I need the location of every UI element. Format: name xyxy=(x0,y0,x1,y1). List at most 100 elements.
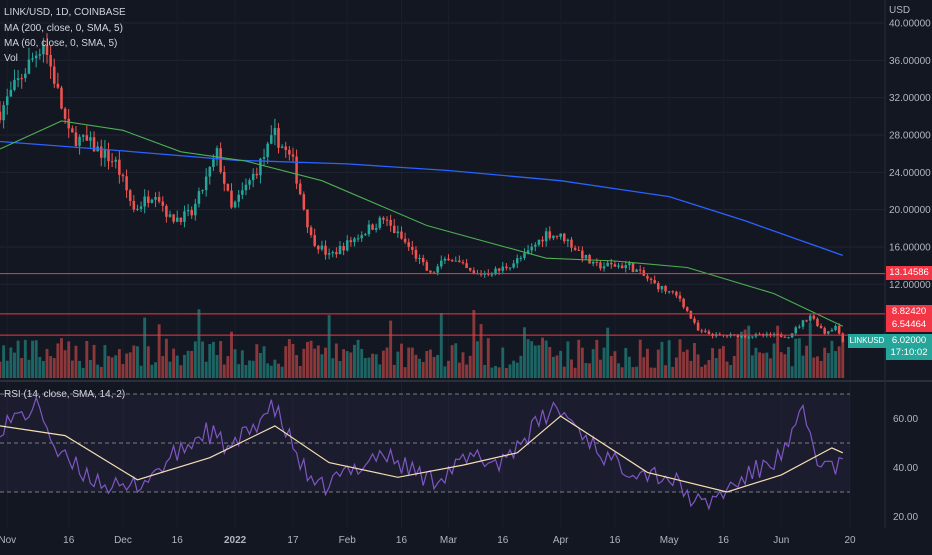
volume-bar xyxy=(52,358,56,378)
time-tick-label: Dec xyxy=(114,535,132,546)
candle-body xyxy=(631,262,635,272)
candle-body xyxy=(479,273,483,275)
time-tick-label: Jun xyxy=(773,535,789,546)
volume-bar xyxy=(490,367,494,378)
volume-bar xyxy=(414,354,418,378)
time-tick-label: 16 xyxy=(63,535,75,546)
candle-body xyxy=(396,231,400,234)
volume-bar xyxy=(736,338,740,378)
volume-bar xyxy=(110,357,114,378)
volume-bar xyxy=(193,341,197,378)
candle-body xyxy=(71,128,74,133)
candle-body xyxy=(338,246,342,255)
volume-bar xyxy=(461,352,465,378)
time-tick-label: 17 xyxy=(287,535,299,546)
volume-bar xyxy=(472,310,476,378)
volume-bar xyxy=(468,355,472,378)
volume-bar xyxy=(501,347,505,378)
volume-bar xyxy=(740,331,743,378)
candle-body xyxy=(671,291,675,293)
volume-bar xyxy=(794,338,798,378)
volume-bar xyxy=(201,341,204,378)
res-low-tag: 6.54464 xyxy=(886,318,932,332)
volume-bar xyxy=(693,342,696,378)
volume-bar xyxy=(573,367,577,378)
volume-bar xyxy=(23,339,27,378)
candle-body xyxy=(161,201,165,206)
volume-bar xyxy=(378,364,382,378)
candle-body xyxy=(255,173,259,176)
volume-bar xyxy=(63,350,67,378)
volume-bar xyxy=(280,366,284,378)
candle-body xyxy=(602,266,606,269)
volume-bar xyxy=(327,315,331,378)
volume-bar xyxy=(168,361,172,378)
volume-bar xyxy=(559,350,563,378)
candle-body xyxy=(682,298,685,308)
volume-bar xyxy=(457,362,461,378)
candle-body xyxy=(331,252,335,254)
time-tick-label: 16 xyxy=(718,535,730,546)
volume-bar xyxy=(324,347,327,378)
volume-bar xyxy=(240,350,244,378)
volume-bar xyxy=(114,355,118,378)
volume-bar xyxy=(439,313,443,378)
time-tick-label: May xyxy=(660,535,679,546)
candle-body xyxy=(136,208,139,210)
volume-bar xyxy=(38,357,42,378)
candle-body xyxy=(787,337,790,339)
price-tick-label: 16.00000 xyxy=(889,242,931,253)
candle-body xyxy=(16,78,20,80)
volume-bar xyxy=(768,358,772,378)
candle-body xyxy=(783,336,787,338)
candle-body xyxy=(74,132,78,146)
volume-bar xyxy=(725,361,729,378)
volume-bar xyxy=(526,339,530,378)
volume-bar xyxy=(313,348,317,378)
candle-body xyxy=(201,190,204,192)
volume-bar xyxy=(801,355,805,378)
volume-bar xyxy=(190,350,194,378)
volume-bar xyxy=(125,353,129,378)
volume-bar xyxy=(533,345,537,378)
volume-bar xyxy=(400,343,403,378)
volume-bar xyxy=(88,360,92,378)
volume-bar xyxy=(287,339,291,378)
volume-bar xyxy=(537,345,541,378)
candle-body xyxy=(841,333,845,342)
candle-body xyxy=(660,286,664,290)
volume-bar xyxy=(660,341,664,378)
volume-bar xyxy=(450,345,454,378)
symbol-legend: LINK/USD, 1D, COINBASE xyxy=(4,7,126,18)
candle-body xyxy=(219,148,222,172)
volume-bar xyxy=(31,340,34,378)
volume-bar xyxy=(714,358,718,378)
volume-bar xyxy=(150,364,154,378)
volume-bar xyxy=(309,340,313,378)
symbol-tag: LINKUSD xyxy=(848,334,886,348)
volume-bar xyxy=(570,359,573,378)
volume-bar xyxy=(646,348,649,378)
volume-bar xyxy=(237,364,241,378)
ma60-legend: MA (60, close, 0, SMA, 5) xyxy=(4,38,118,49)
candle-body xyxy=(194,203,197,216)
candle-body xyxy=(2,105,5,121)
volume-bar xyxy=(819,360,823,378)
candle-body xyxy=(367,224,371,235)
candle-body xyxy=(400,231,403,239)
candle-body xyxy=(823,328,826,334)
volume-bar xyxy=(541,337,544,378)
volume-bar xyxy=(107,356,110,378)
volume-bar xyxy=(85,340,89,378)
volume-bar xyxy=(13,352,16,378)
ma200-legend: MA (200, close, 0, SMA, 5) xyxy=(4,23,123,34)
volume-bar xyxy=(617,363,620,378)
candle-body xyxy=(353,238,356,243)
candle-body xyxy=(530,246,533,251)
volume-bar xyxy=(638,339,642,378)
volume-bar xyxy=(674,357,678,378)
candle-body xyxy=(421,258,425,263)
candle-body xyxy=(617,265,620,267)
